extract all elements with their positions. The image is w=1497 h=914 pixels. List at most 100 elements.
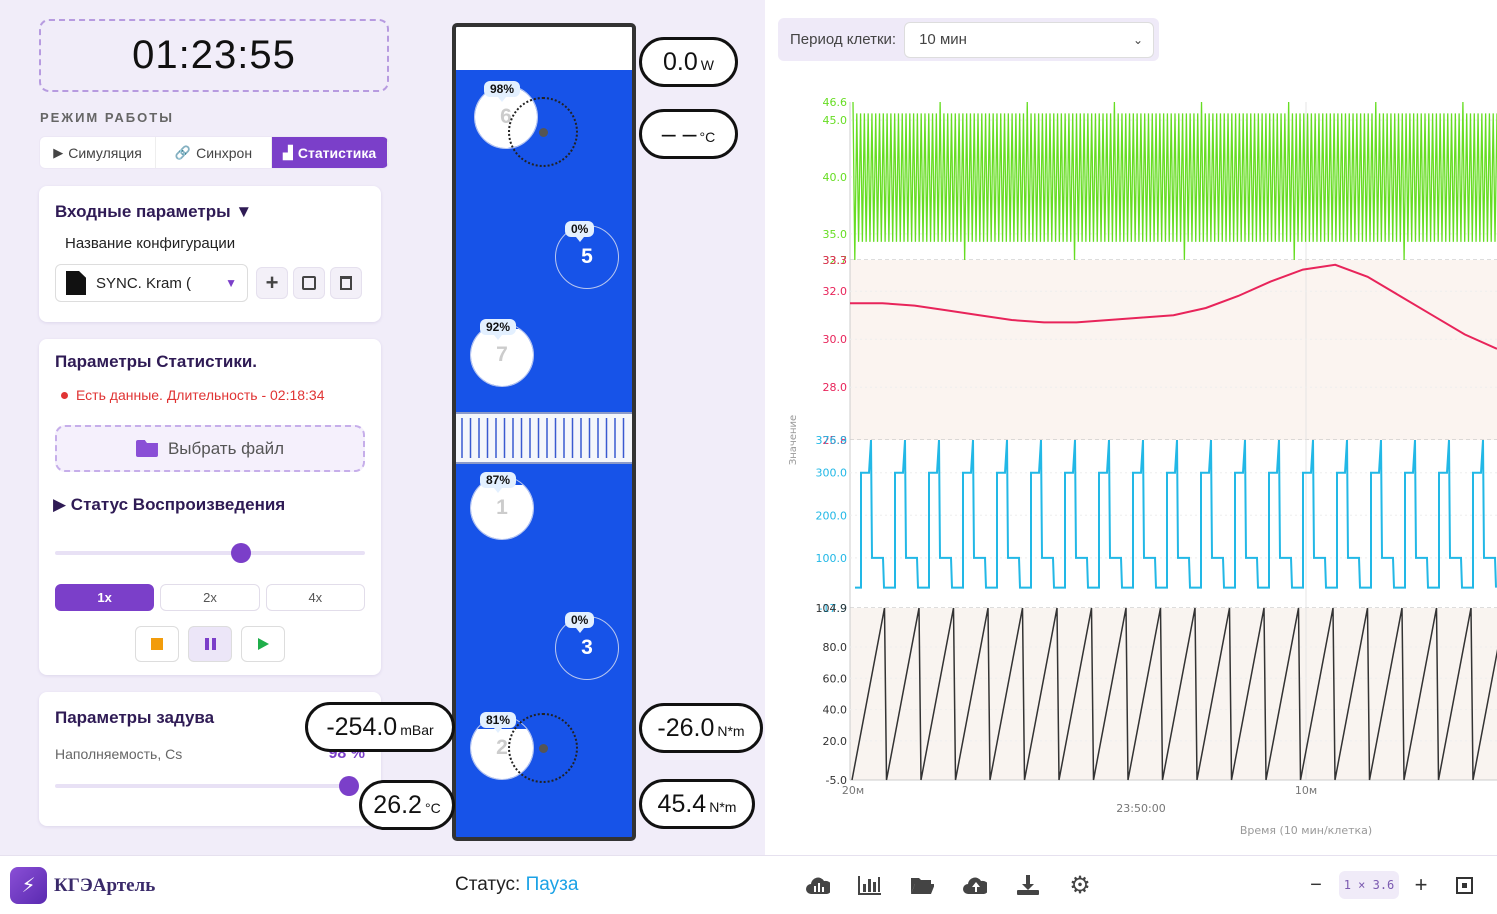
bar-chart-button[interactable]: [858, 873, 882, 897]
stats-params-card: Параметры Статистики. Есть данные. Длите…: [39, 339, 381, 675]
y-tick-label: 30.0: [823, 333, 848, 346]
zoom-in-button[interactable]: +: [1409, 872, 1433, 897]
fill-label: Наполняемость, Cs: [55, 746, 183, 762]
choose-file-label: Выбрать файл: [167, 438, 285, 458]
y-tick-label: 60.0: [823, 672, 848, 685]
plus-icon: +: [265, 270, 279, 295]
roll-number: 5: [581, 245, 593, 268]
torque1-readout: -26.0 N*m: [639, 703, 763, 753]
roll-fill-badge: 0%: [565, 221, 595, 242]
power-unit: W: [700, 57, 714, 73]
delete-config-button[interactable]: [330, 267, 362, 299]
roll-number: 1: [496, 496, 508, 519]
config-name-label: Название конфигурации: [65, 235, 236, 252]
playback-slider-thumb[interactable]: [231, 543, 251, 563]
y-tick-label: 300.0: [816, 467, 848, 480]
play-icon: ▶: [53, 144, 64, 160]
cloud-chart-button[interactable]: [806, 873, 830, 897]
gear-icon: [508, 97, 578, 167]
pressure-unit: mBar: [400, 722, 434, 738]
file-icon: [66, 271, 86, 295]
zoom-level: 1 × 3.6: [1339, 871, 1399, 899]
tab-statistics[interactable]: ▟ Статистика: [272, 137, 388, 168]
fit-screen-button[interactable]: [1452, 873, 1476, 897]
input-params-card: Входные параметры ▼ Название конфигураци…: [39, 186, 381, 322]
brand-logo: КГЭАртель: [54, 875, 156, 896]
timer-display: 01:23:55: [39, 19, 389, 92]
roll-number: 7: [496, 343, 508, 366]
folder-icon: [135, 440, 158, 457]
roll-number: 6: [500, 105, 512, 128]
playback-slider[interactable]: [55, 543, 365, 563]
fabric-strip: [456, 412, 632, 464]
mode-tabs: ▶ Симуляция 🔗 Синхрон ▟ Статистика: [39, 136, 389, 169]
y-tick-label: 80.0: [823, 641, 848, 654]
playback-status-toggle[interactable]: ▶ Статус Воспроизведения: [53, 495, 286, 514]
tab-simulation[interactable]: ▶ Симуляция: [40, 137, 156, 168]
zoom-out-button[interactable]: −: [1304, 873, 1328, 897]
fill-slider[interactable]: [55, 776, 359, 796]
y-tick-label: 45.0: [823, 114, 848, 127]
period-control: Период клетки: 10 мин ⌄: [778, 18, 1159, 61]
chevron-down-icon: ⌄: [1133, 32, 1144, 47]
y-tick-label: 28.0: [823, 381, 848, 394]
speed-2x-button[interactable]: 2x: [160, 584, 260, 611]
choose-file-button[interactable]: Выбрать файл: [55, 425, 365, 472]
fabric-stripes: [461, 418, 625, 458]
download-button[interactable]: [1016, 873, 1040, 897]
series-1-line: [850, 263, 1497, 350]
footer-bar: [0, 855, 1497, 914]
tab-sync[interactable]: 🔗 Синхрон: [156, 137, 272, 168]
y-tick-label: 40.0: [823, 171, 848, 184]
series-0-line: [852, 101, 1497, 261]
pressure-readout: -254.0 mBar: [305, 702, 455, 752]
y-tick-label: 200.0: [816, 509, 848, 522]
series-2-line: [855, 439, 1497, 589]
config-select[interactable]: SYNC. Kram ( ▼: [55, 264, 248, 302]
band-bg: [850, 608, 1497, 780]
input-params-title[interactable]: Входные параметры ▼: [55, 202, 253, 221]
save-icon: [302, 276, 316, 290]
series-min-label: 25.8: [823, 434, 848, 447]
gear-icon: ⚙: [1069, 871, 1091, 899]
series-max-label: 376.9: [816, 434, 848, 447]
open-folder-icon: [911, 878, 934, 894]
add-config-button[interactable]: +: [256, 267, 288, 299]
data-status: Есть данные. Длительность - 02:18:34: [61, 387, 325, 403]
fill-slider-thumb[interactable]: [339, 776, 359, 796]
play-icon: [257, 638, 269, 650]
save-config-button[interactable]: [293, 267, 325, 299]
stop-button[interactable]: [135, 626, 179, 662]
torque2-value: 45.4: [657, 790, 707, 818]
cloud-upload-icon: [963, 877, 987, 894]
y-tick-label: 32.0: [823, 285, 848, 298]
trash-icon: [340, 276, 352, 290]
download-icon: [1017, 875, 1039, 895]
torque1-unit: N*m: [717, 723, 745, 739]
speed-4x-button[interactable]: 4x: [265, 584, 365, 611]
open-folder-button[interactable]: [910, 873, 934, 897]
pause-button[interactable]: [188, 626, 232, 662]
temperature-value: – –: [661, 120, 697, 148]
plus-icon: +: [1414, 872, 1428, 897]
series-max-label: 33.3: [823, 254, 848, 267]
play-button[interactable]: [241, 626, 285, 662]
temperature-readout: – – °C: [639, 109, 738, 159]
series-min-label: -17.9: [819, 602, 847, 615]
caret-down-icon: ▼: [225, 276, 237, 290]
x-axis-label: Время (10 мин/клетка): [1240, 824, 1372, 837]
status-value: Пауза: [525, 874, 579, 895]
period-select[interactable]: 10 мин ⌄: [904, 21, 1155, 58]
y-tick-label: 20.0: [823, 735, 848, 748]
period-value: 10 мин: [919, 31, 967, 48]
y-axis-label: Значение: [788, 415, 799, 465]
period-label: Период клетки:: [790, 31, 897, 48]
x-tick-label: 10м: [1295, 784, 1317, 797]
roll-fill-badge: 0%: [565, 612, 595, 633]
torque1-value: -26.0: [657, 714, 715, 742]
cloud-upload-button[interactable]: [963, 873, 987, 897]
speed-1x-button[interactable]: 1x: [55, 584, 155, 611]
roll-fill-badge: 81%: [480, 712, 517, 733]
settings-button[interactable]: ⚙: [1068, 871, 1092, 899]
power-value: 0.0: [663, 48, 698, 76]
